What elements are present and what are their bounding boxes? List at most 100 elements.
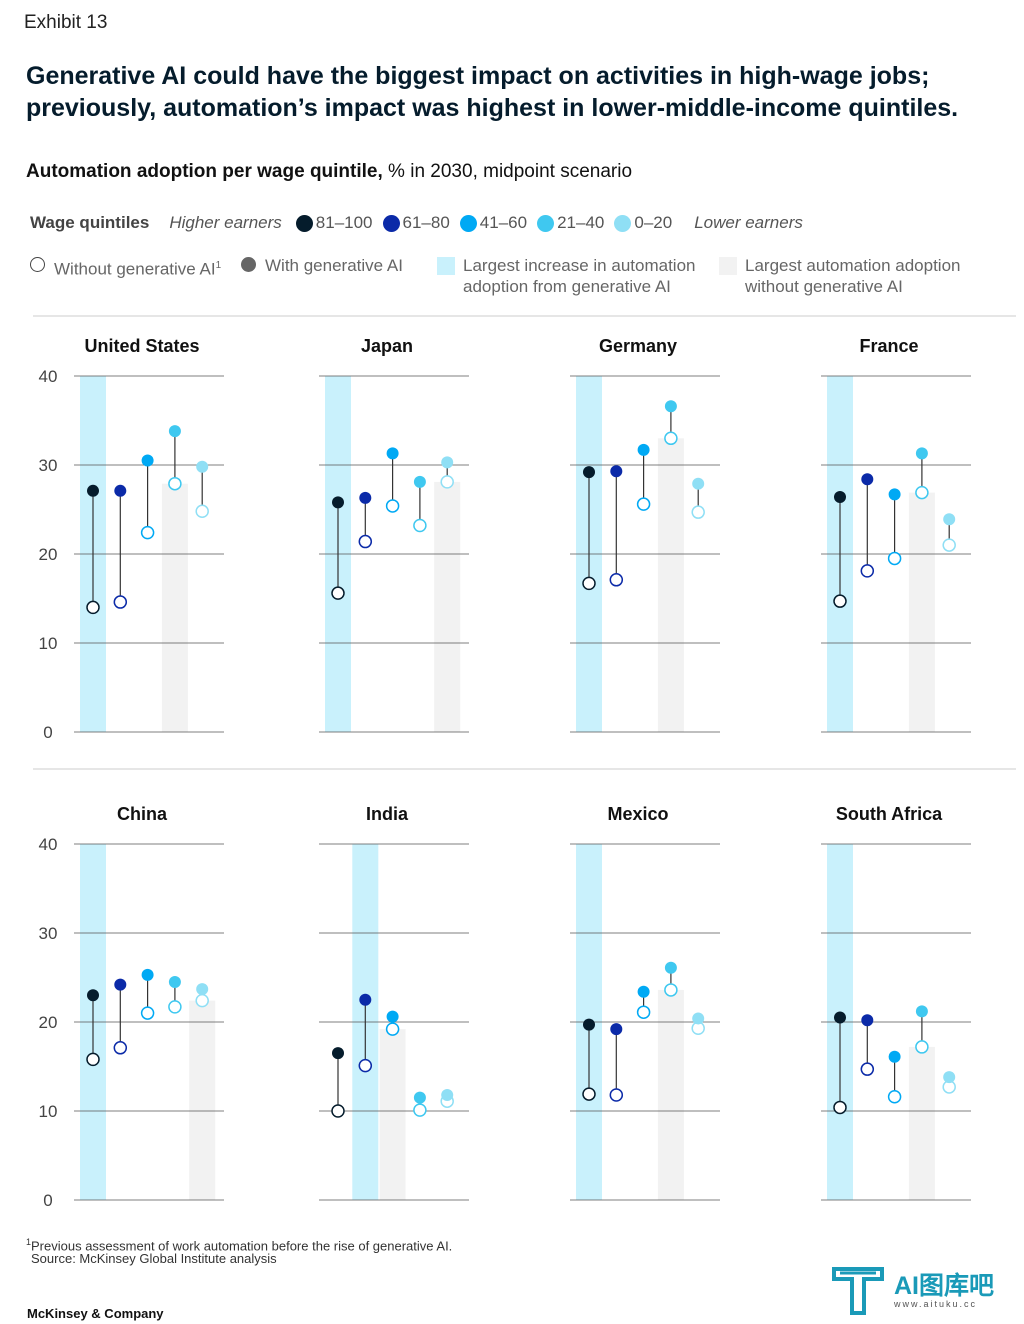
wage-quintiles-label: Wage quintiles: [30, 213, 150, 232]
without-gen-ai-point: [915, 485, 929, 500]
chart-headline: Generative AI could have the biggest imp…: [26, 62, 959, 122]
legend-without-gen-ai: Without generative AI1: [30, 255, 221, 280]
largest-adoption-line1: Largest automation adoption: [745, 256, 961, 275]
y-tick-label: 30: [39, 924, 58, 943]
with-gen-ai-point: [943, 513, 956, 526]
footnote-mark: 1: [26, 1237, 32, 1247]
quintile-dot-icon: [459, 214, 477, 232]
with-gen-ai-point: [692, 1012, 705, 1025]
with-gen-ai-point: [441, 1088, 454, 1101]
higher-earners-label: Higher earners: [169, 213, 282, 232]
y-tick-label: 20: [39, 545, 58, 564]
with-gen-ai-point: [834, 491, 846, 504]
quintile-legend-label: 81–100: [315, 213, 373, 232]
with-gen-ai-point: [664, 961, 677, 974]
legend-without-label: Without generative AI: [54, 259, 216, 279]
watermark-logo-icon: [832, 1267, 884, 1315]
without-gen-ai-point: [609, 1088, 624, 1102]
source-note: Source: McKinsey Global Institute analys…: [31, 1251, 277, 1266]
largest-adoption-band: [908, 1046, 935, 1200]
with-gen-ai-point: [114, 978, 127, 991]
with-gen-ai-point: [413, 1091, 426, 1104]
y-tick-label: 40: [39, 367, 58, 386]
without-gen-ai-point: [636, 1005, 651, 1019]
without-gen-ai-point: [833, 594, 847, 608]
with-gen-ai-point: [386, 1010, 399, 1023]
without-gen-ai-point: [168, 1000, 182, 1014]
panel-title: France: [859, 336, 918, 356]
with-gen-ai-point: [664, 400, 677, 413]
y-tick-label: 10: [39, 634, 58, 653]
with-gen-ai-point: [87, 484, 99, 497]
largest-increase-swatch: [437, 257, 455, 275]
with-gen-ai-point: [583, 1018, 595, 1031]
without-gen-ai-point: [331, 586, 345, 600]
quintile-legend-item: 41–60: [459, 213, 528, 233]
with-gen-ai-point: [386, 447, 399, 460]
with-gen-ai-point: [915, 1005, 928, 1018]
panel-title: China: [117, 804, 168, 824]
without-gen-ai-point: [195, 993, 209, 1008]
panel-title: India: [366, 804, 409, 824]
without-gen-ai-point: [664, 431, 678, 446]
with-gen-ai-point: [413, 475, 426, 488]
without-gen-ai-point: [942, 538, 956, 552]
with-gen-ai-point: [168, 425, 181, 438]
without-gen-ai-point: [887, 1090, 902, 1104]
without-gen-ai-point: [86, 600, 100, 615]
hollow-circle-icon: [30, 257, 45, 272]
without-gen-ai-point: [582, 1087, 596, 1101]
with-gen-ai-point: [87, 989, 99, 1002]
without-gen-ai-point: [691, 505, 705, 519]
with-gen-ai-point: [915, 447, 928, 460]
without-gen-ai-point: [887, 551, 902, 566]
with-gen-ai-point: [583, 466, 595, 479]
without-gen-ai-point: [140, 1006, 155, 1020]
quintile-legend-item: 0–20: [614, 213, 672, 233]
with-gen-ai-point: [441, 456, 454, 469]
with-gen-ai-point: [861, 473, 874, 486]
without-gen-ai-point: [86, 1052, 100, 1067]
largest-increase-line1: Largest increase in automation: [463, 256, 696, 275]
watermark: AI图库吧 www.aituku.cc: [830, 1263, 994, 1319]
legend-largest-increase: Largest increase in automation adoption f…: [437, 255, 695, 297]
with-gen-ai-point: [196, 460, 209, 473]
quintile-dot-icon: [382, 214, 400, 232]
quintile-items: 81–100 61–80 41–60 21–40 0–20: [295, 213, 682, 233]
y-tick-label: 20: [39, 1013, 58, 1032]
without-gen-ai-point: [140, 525, 155, 540]
quintile-legend-label: 41–60: [479, 213, 528, 232]
with-gen-ai-point: [888, 1050, 901, 1063]
without-gen-ai-point: [833, 1100, 847, 1115]
without-gen-ai-point: [113, 1041, 128, 1055]
largest-adoption-band: [434, 481, 461, 732]
y-tick-label: 0: [43, 1191, 52, 1210]
largest-adoption-swatch: [719, 257, 737, 275]
largest-adoption-line2: without generative AI: [745, 277, 903, 296]
chart-subtitle: Automation adoption per wage quintile, %…: [26, 161, 632, 183]
without-gen-ai-point: [860, 564, 875, 578]
largest-adoption-band: [161, 483, 188, 732]
y-tick-label: 10: [39, 1102, 58, 1121]
with-gen-ai-point: [168, 975, 181, 988]
quintile-legend-label: 21–40: [557, 213, 605, 232]
with-gen-ai-point: [943, 1071, 956, 1084]
without-gen-ai-point: [413, 518, 427, 533]
without-gen-ai-point: [385, 499, 400, 513]
without-gen-ai-point: [609, 573, 624, 587]
with-gen-ai-point: [359, 491, 372, 504]
with-gen-ai-point: [332, 1047, 344, 1060]
with-gen-ai-point: [861, 1014, 874, 1027]
with-gen-ai-point: [637, 443, 650, 456]
y-tick-label: 40: [39, 835, 58, 854]
largest-adoption-band: [657, 438, 684, 732]
without-gen-ai-point: [358, 1058, 373, 1073]
exhibit-label: Exhibit 13: [24, 12, 108, 33]
brand-logo-text: McKinsey & Company: [27, 1306, 164, 1321]
with-gen-ai-point: [141, 968, 154, 981]
legend-with-label: With generative AI: [265, 256, 403, 275]
watermark-main-text: AI图库吧: [894, 1272, 995, 1300]
largest-adoption-band: [657, 989, 684, 1200]
without-gen-ai-point: [331, 1104, 345, 1118]
panel-title: United States: [84, 336, 199, 356]
